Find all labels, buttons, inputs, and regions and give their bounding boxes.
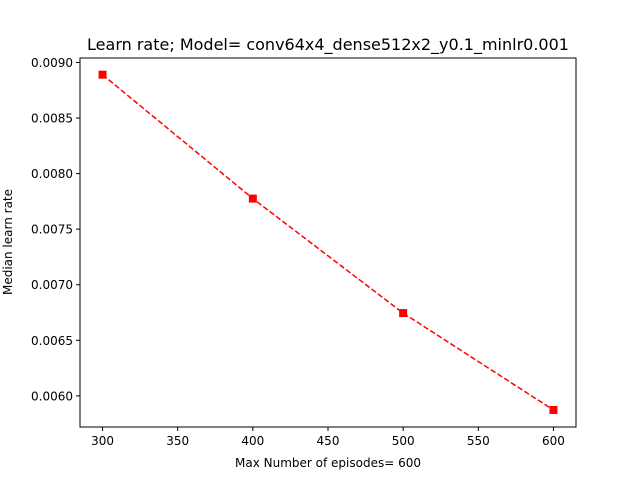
series-layer bbox=[98, 70, 558, 414]
x-axis-ticks: 300 350 400 450 500 550 600 bbox=[91, 427, 565, 448]
series-line bbox=[102, 74, 554, 411]
y-axis-label: Median learn rate bbox=[1, 189, 15, 295]
x-tick-label: 450 bbox=[317, 434, 340, 448]
y-tick-label: 0.0075 bbox=[31, 223, 73, 237]
y-tick-label: 0.0065 bbox=[31, 334, 73, 348]
x-tick-label: 550 bbox=[467, 434, 490, 448]
chart-title: Learn rate; Model= conv64x4_dense512x2_y… bbox=[87, 35, 569, 55]
x-axis-label: Max Number of episodes= 600 bbox=[235, 456, 421, 470]
x-tick-label: 400 bbox=[241, 434, 264, 448]
y-tick-label: 0.0090 bbox=[31, 56, 73, 70]
data-point-marker bbox=[248, 194, 257, 203]
y-tick-label: 0.0070 bbox=[31, 278, 73, 292]
x-tick-label: 350 bbox=[166, 434, 189, 448]
y-tick-label: 0.0060 bbox=[31, 389, 73, 403]
data-point-marker bbox=[98, 70, 107, 79]
data-point-marker bbox=[399, 309, 408, 318]
y-tick-label: 0.0080 bbox=[31, 167, 73, 181]
x-tick-label: 300 bbox=[91, 434, 114, 448]
data-point-marker bbox=[549, 405, 558, 414]
y-tick-label: 0.0085 bbox=[31, 112, 73, 126]
x-tick-label: 500 bbox=[392, 434, 415, 448]
x-tick-label: 600 bbox=[542, 434, 565, 448]
y-axis-ticks: 0.0060 0.0065 0.0070 0.0075 0.0080 0.0085 0.00… bbox=[31, 56, 80, 403]
plot-area-frame bbox=[79, 57, 577, 428]
